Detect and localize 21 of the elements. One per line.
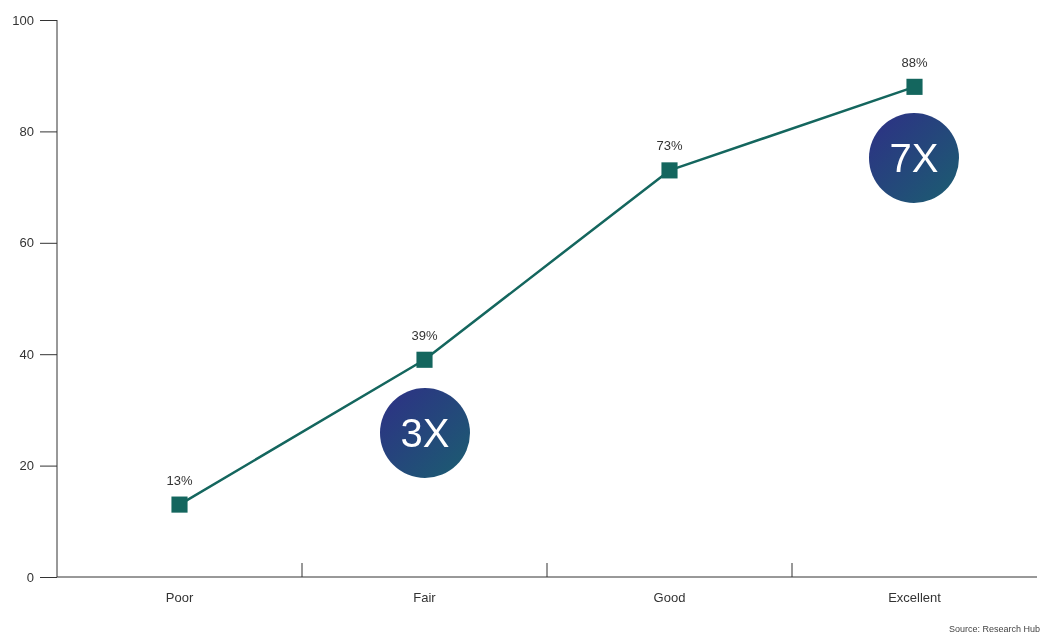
y-tick-label: 20	[19, 458, 34, 474]
y-tick-label: 100	[12, 12, 34, 28]
data-label: 88%	[901, 54, 928, 70]
point	[171, 496, 188, 513]
x-tick-label: Excellent	[888, 590, 942, 605]
x-tick-label: Good	[653, 590, 686, 605]
point	[416, 351, 433, 368]
x-tick-label: Poor	[165, 590, 194, 605]
point	[906, 78, 923, 95]
annotation: 3X	[400, 411, 450, 455]
y-tick-label: 80	[19, 124, 34, 140]
point	[661, 162, 678, 179]
data-label: 13%	[166, 472, 193, 488]
data-label: 73%	[656, 138, 683, 154]
source-note: Source: Research Hub	[948, 624, 1040, 634]
y-tick-label: 0	[26, 569, 34, 585]
annotation: 7X	[889, 136, 939, 180]
y-tick-label: 40	[19, 346, 34, 362]
y-tick-label: 60	[19, 235, 34, 251]
data-label: 39%	[411, 327, 438, 343]
x-tick-label: Fair	[413, 590, 437, 605]
